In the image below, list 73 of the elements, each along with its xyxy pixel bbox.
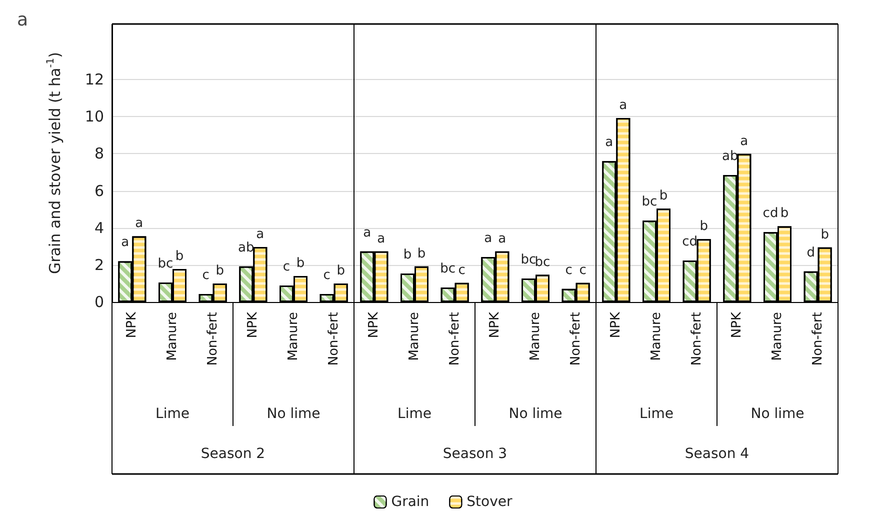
data-label: a — [740, 134, 748, 149]
x-tick-label: Non-fert — [205, 312, 220, 366]
x-tick-label: NPK — [366, 312, 382, 338]
data-label: bc — [642, 194, 658, 210]
x-tick-label: Non-fert — [447, 312, 462, 366]
legend-label: Stover — [466, 494, 513, 510]
data-label: a — [377, 231, 386, 246]
data-label: bc — [520, 252, 536, 268]
y-tick-label: 10 — [84, 108, 104, 126]
x-tick-label: Manure — [770, 312, 785, 361]
data-label: a — [605, 135, 614, 150]
x-tick-label: Manure — [407, 312, 422, 361]
data-label: b — [659, 188, 668, 204]
data-label: b — [175, 249, 184, 264]
text: Season 3 — [442, 446, 508, 462]
data-label: a — [498, 231, 506, 246]
chart-title: a — [17, 10, 28, 30]
y-tick-label: 12 — [84, 70, 104, 89]
x-tick-label: NPK — [488, 312, 503, 338]
data-label: a — [619, 98, 628, 113]
data-label: bc — [440, 262, 456, 277]
data-label: a — [256, 226, 264, 242]
x-tick-label: NPK — [608, 312, 624, 338]
data-label: b — [820, 227, 829, 242]
text: Season 2 — [200, 446, 266, 462]
data-label: bc — [158, 256, 174, 272]
x-tick-label: NPK — [246, 312, 261, 338]
text: Lime — [156, 406, 190, 422]
x-tick-label: Manure — [286, 312, 301, 361]
x-tick-label: Non-fert — [326, 312, 342, 366]
data-label: a — [363, 225, 372, 240]
y-axis-title: Grain and stover yield (t ha-1) — [46, 52, 64, 274]
data-label: b — [780, 206, 789, 222]
text: Lime — [640, 406, 674, 422]
data-label: b — [336, 263, 345, 278]
data-label: a — [484, 230, 492, 246]
y-tick-label: 8 — [94, 144, 104, 163]
x-tick-label: Manure — [649, 312, 664, 361]
x-tick-label: Manure — [528, 312, 543, 361]
text: Season 4 — [684, 446, 750, 462]
data-label: cd — [682, 234, 698, 250]
data-label: b — [216, 263, 224, 278]
data-label: c — [458, 262, 466, 278]
text: Lime — [398, 406, 432, 422]
text: No lime — [750, 406, 804, 422]
data-label: a — [135, 216, 144, 232]
data-label: b — [296, 256, 305, 272]
text: No lime — [508, 406, 562, 422]
data-label: c — [282, 260, 290, 275]
y-tick-label: 6 — [94, 182, 104, 200]
legend-label: Grain — [391, 494, 430, 510]
data-label: c — [579, 262, 586, 278]
x-tick-label: Non-fert — [568, 312, 584, 366]
data-label: b — [417, 246, 426, 262]
x-tick-label: NPK — [730, 312, 745, 338]
data-label: c — [323, 268, 330, 284]
y-tick-label: 4 — [94, 218, 104, 237]
data-label: cd — [762, 206, 778, 222]
data-label: a — [121, 235, 130, 250]
x-tick-label: NPK — [124, 312, 140, 338]
data-label: c — [565, 262, 572, 278]
data-label: b — [403, 247, 412, 262]
y-tick-label: 2 — [94, 256, 104, 274]
data-label: ab — [238, 240, 254, 256]
x-tick-label: Non-fert — [689, 312, 704, 366]
data-label: b — [700, 219, 708, 234]
x-tick-label: Manure — [165, 312, 180, 361]
data-label: d — [806, 245, 815, 260]
x-tick-label: Non-fert — [810, 312, 826, 366]
data-label: bc — [534, 254, 550, 270]
y-tick-label: 0 — [94, 293, 104, 311]
data-label: c — [202, 268, 210, 284]
text: No lime — [266, 406, 320, 422]
